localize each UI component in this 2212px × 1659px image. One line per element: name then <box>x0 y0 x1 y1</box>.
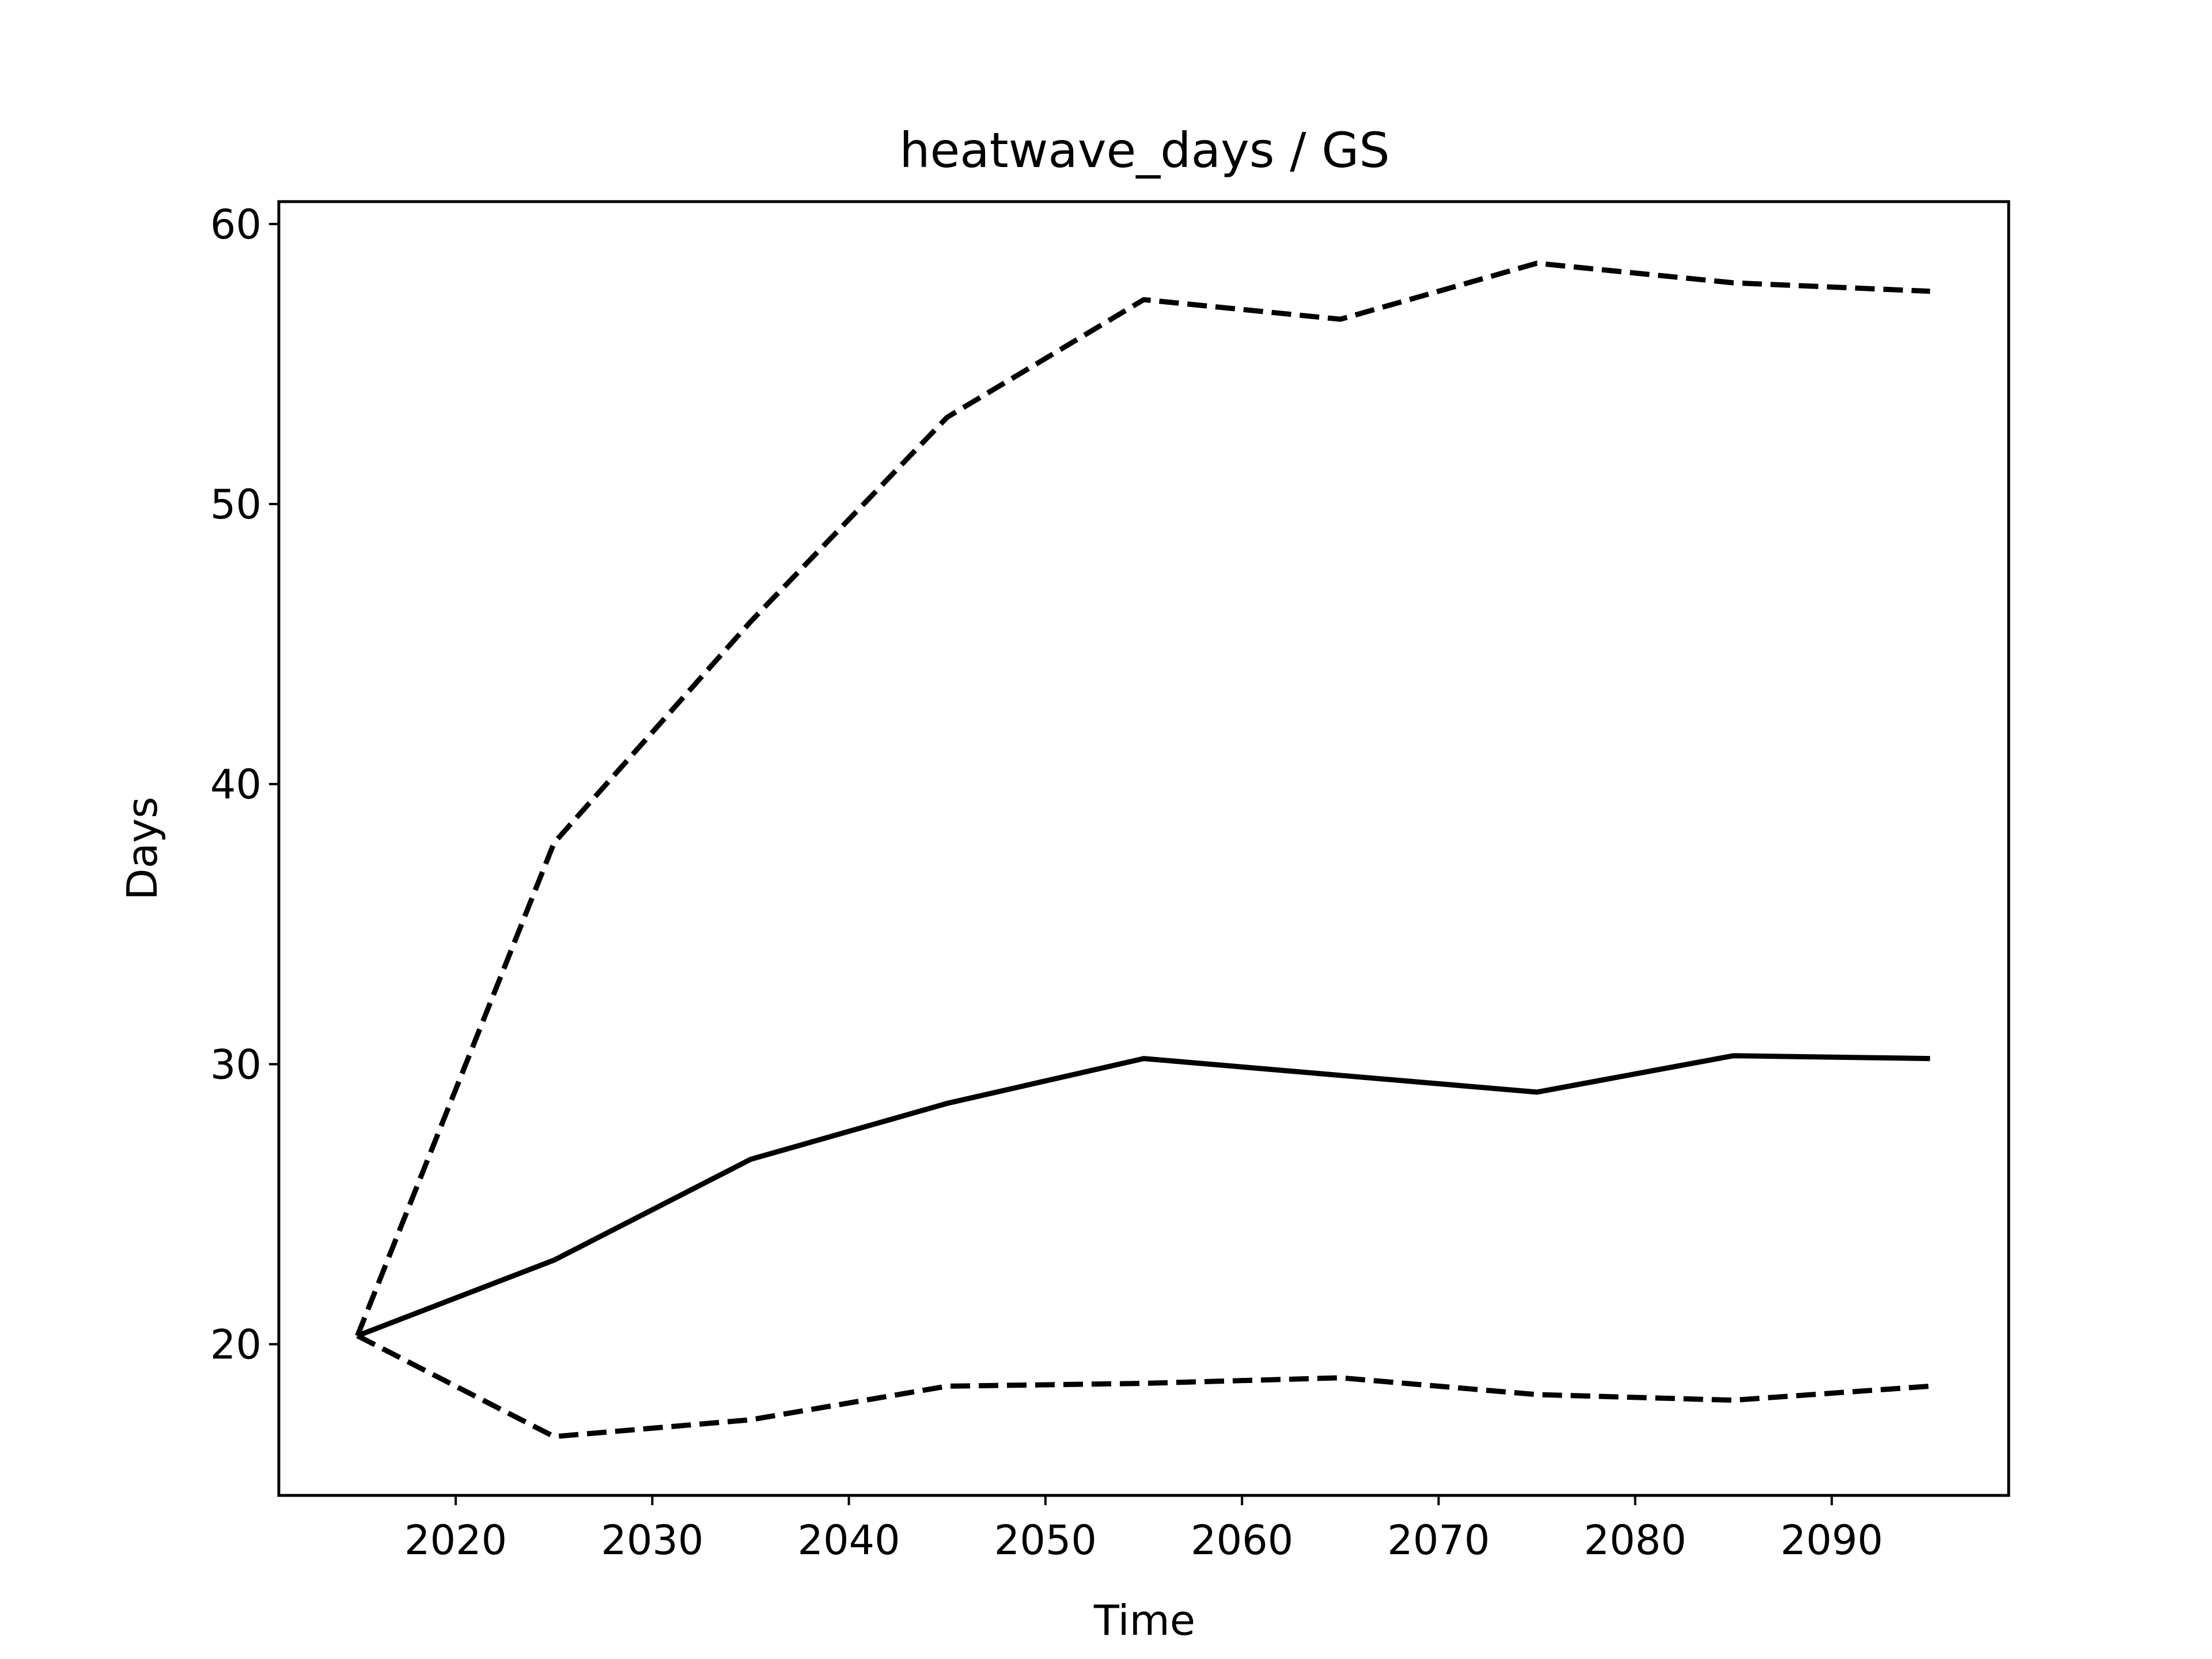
series-3-point-8 <box>1733 1400 1734 1401</box>
y-tick-label: 20 <box>210 1321 262 1368</box>
series-line-2 <box>356 1053 1930 1339</box>
plot-frame <box>277 200 2010 1497</box>
x-tick-label: 2030 <box>601 1517 703 1564</box>
series-3-point-3 <box>750 1419 751 1421</box>
series-line-3 <box>356 1333 1930 1440</box>
chart-title: heatwave_days / GS <box>899 122 1389 179</box>
series-1-point-2 <box>554 842 555 843</box>
series-3-point-4 <box>946 1385 948 1387</box>
x-axis-ticks: 2020 2030 2040 2050 2060 2070 2080 2090 <box>404 1495 1883 1564</box>
series-3-point-2 <box>554 1436 555 1437</box>
y-tick-label: 60 <box>210 201 262 248</box>
series-line-1 <box>355 260 1930 1337</box>
x-tick-label: 2050 <box>994 1517 1097 1564</box>
x-tick-label: 2020 <box>404 1517 507 1564</box>
series-3-point-9 <box>1930 1385 1931 1387</box>
x-tick-label: 2040 <box>798 1517 900 1564</box>
y-tick-label: 40 <box>210 761 262 808</box>
x-tick-label: 2080 <box>1584 1517 1687 1564</box>
x-axis-label: Time <box>1093 1596 1195 1645</box>
x-tick-label: 2060 <box>1191 1517 1293 1564</box>
x-tick-label: 2070 <box>1387 1517 1490 1564</box>
y-axis-label: Days <box>118 797 166 900</box>
x-tick-label: 2090 <box>1781 1517 1883 1564</box>
series-3-point-6 <box>1340 1377 1341 1378</box>
series-3-point-7 <box>1536 1394 1537 1395</box>
y-tick-label: 50 <box>210 481 262 528</box>
series-3-point-5 <box>1143 1383 1145 1384</box>
y-axis-ticks: 20 30 40 50 60 <box>210 201 279 1368</box>
y-tick-label: 30 <box>210 1041 262 1088</box>
series-layer <box>355 260 1931 1440</box>
